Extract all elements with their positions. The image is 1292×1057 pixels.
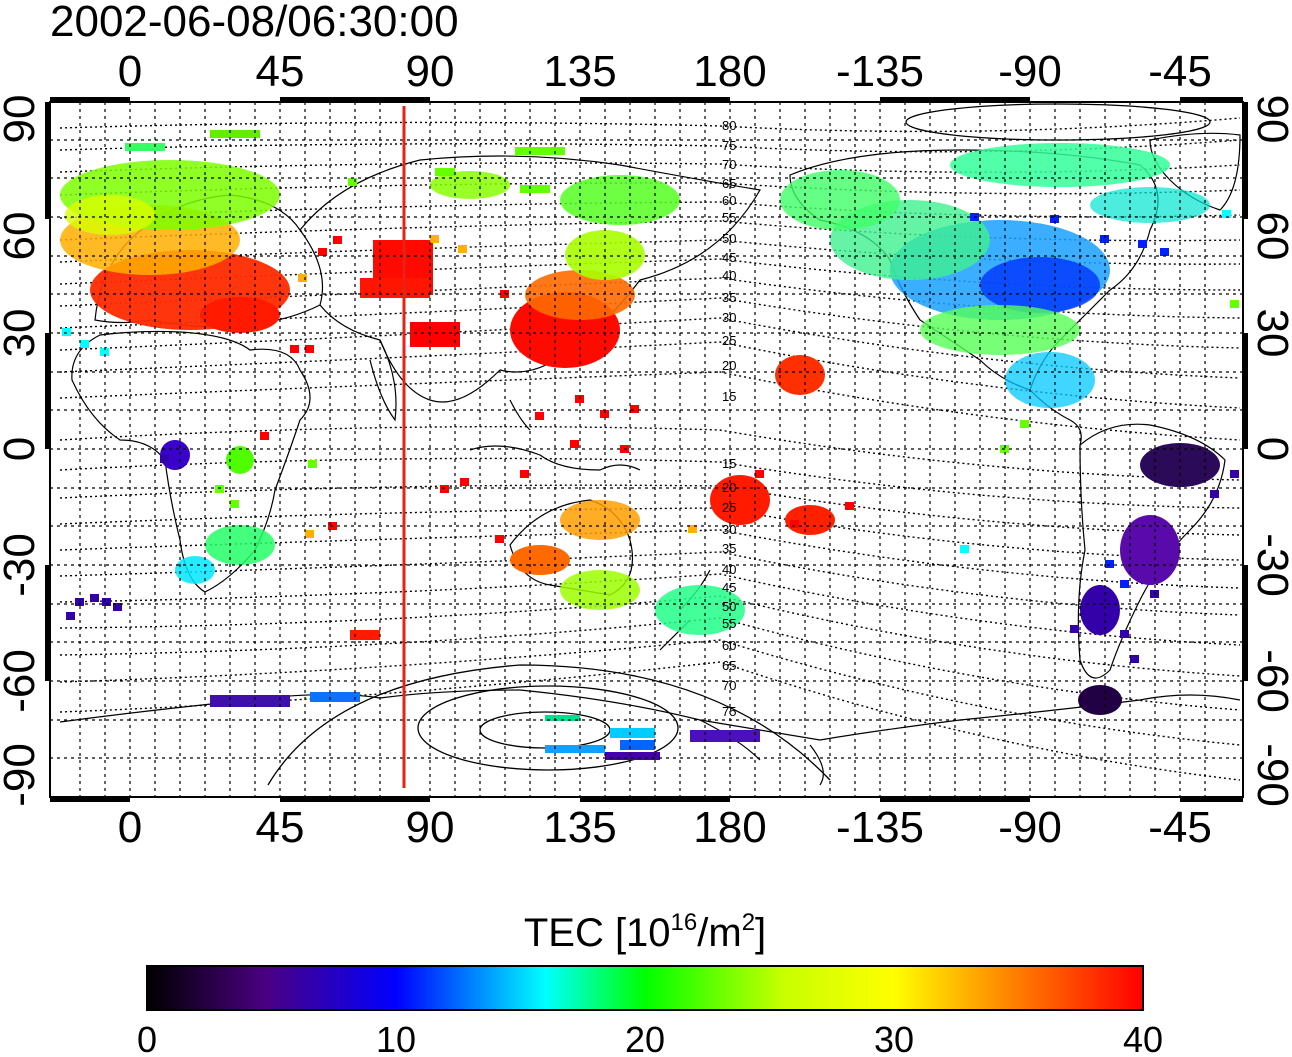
lon-tick-label-top: -90 bbox=[998, 47, 1062, 96]
lon-tick-label-bottom: 45 bbox=[256, 803, 305, 852]
contour-label: 60 bbox=[722, 193, 736, 208]
lon-tick-labels-top: 0 45 90 135 180 -135 -90 -45 bbox=[118, 47, 1212, 96]
contour-label: 50 bbox=[722, 231, 736, 246]
contour-label: 65 bbox=[722, 658, 736, 673]
colorbar-gradient bbox=[146, 965, 1144, 1011]
lon-tick-label-top: 180 bbox=[693, 47, 766, 96]
contour-label: 65 bbox=[722, 176, 736, 191]
lon-tick-label-bottom: 180 bbox=[693, 803, 766, 852]
contour-label: 45 bbox=[722, 580, 736, 595]
lon-tick-labels-bottom: 0 45 90 135 180 -135 -90 -45 bbox=[118, 803, 1212, 852]
colorbar-tick-label: 20 bbox=[625, 1019, 665, 1057]
lat-grid-lines bbox=[50, 139, 1243, 759]
lat-tick-label-left: 90 bbox=[0, 95, 44, 144]
contour-label: 75 bbox=[722, 704, 736, 719]
lon-tick-label-top: 90 bbox=[406, 47, 455, 96]
contour-label: 25 bbox=[722, 333, 736, 348]
contour-label: 20 bbox=[722, 480, 736, 495]
contour-label: 30 bbox=[722, 310, 736, 325]
colorbar-tick-label: 30 bbox=[874, 1019, 914, 1057]
contour-label: 15 bbox=[722, 456, 736, 471]
contour-label: 70 bbox=[722, 157, 736, 172]
colorbar-tick-label: 0 bbox=[137, 1019, 157, 1057]
lat-tick-label-left: -60 bbox=[0, 649, 44, 713]
colorbar-title: TEC [1016/m2] bbox=[524, 909, 766, 955]
lat-tick-labels-left: 90 60 30 0 -30 -60 -90 bbox=[0, 95, 44, 807]
south-contour-labels: 15 20 25 30 35 40 45 50 55 60 65 70 75 bbox=[722, 456, 736, 719]
lat-tick-label-right: 60 bbox=[1248, 212, 1292, 261]
lon-tick-label-top: -45 bbox=[1148, 47, 1212, 96]
contour-label: 15 bbox=[722, 389, 736, 404]
lon-tick-label-top: 135 bbox=[543, 47, 616, 96]
lat-tick-label-right: -30 bbox=[1248, 533, 1292, 597]
colorbar: TEC [1016/m2] 0 10 20 30 40 bbox=[137, 909, 1163, 1057]
lon-tick-label-top: 45 bbox=[256, 47, 305, 96]
contour-label: 55 bbox=[722, 210, 736, 225]
contour-label: 35 bbox=[722, 541, 736, 556]
colorbar-tick-labels: 0 10 20 30 40 bbox=[137, 1019, 1163, 1057]
north-contour-labels: 80 75 70 65 60 55 50 45 40 35 30 25 20 15 bbox=[722, 118, 736, 404]
colorbar-tick-label: 10 bbox=[376, 1019, 416, 1057]
contour-label: 35 bbox=[722, 290, 736, 305]
lat-tick-label-left: 60 bbox=[0, 212, 44, 261]
contour-label: 60 bbox=[722, 638, 736, 653]
contour-label: 25 bbox=[722, 500, 736, 515]
lon-tick-label-bottom: -135 bbox=[836, 803, 924, 852]
contour-label: 70 bbox=[722, 678, 736, 693]
lon-tick-label-bottom: 0 bbox=[118, 803, 142, 852]
lat-tick-label-left: 30 bbox=[0, 309, 44, 358]
lon-tick-label-bottom: 90 bbox=[406, 803, 455, 852]
contour-label: 45 bbox=[722, 250, 736, 265]
lat-tick-label-right: 90 bbox=[1248, 95, 1292, 144]
lat-tick-label-left: 0 bbox=[0, 437, 44, 461]
lat-tick-label-right: 0 bbox=[1248, 437, 1292, 461]
contour-label: 80 bbox=[722, 118, 736, 133]
lon-tick-label-bottom: -45 bbox=[1148, 803, 1212, 852]
contour-label: 20 bbox=[722, 358, 736, 373]
colorbar-tick-label: 40 bbox=[1123, 1019, 1163, 1057]
contour-label: 30 bbox=[722, 522, 736, 537]
contour-label: 50 bbox=[722, 599, 736, 614]
lat-tick-label-right: -60 bbox=[1248, 649, 1292, 713]
contour-label: 40 bbox=[722, 268, 736, 283]
lon-tick-label-bottom: 135 bbox=[543, 803, 616, 852]
lat-tick-labels-right: 90 60 30 0 -30 -60 -90 bbox=[1248, 95, 1292, 807]
contour-label: 75 bbox=[722, 138, 736, 153]
lon-tick-label-top: 0 bbox=[118, 47, 142, 96]
map-edge-bars bbox=[45, 97, 1248, 802]
contour-label: 40 bbox=[722, 562, 736, 577]
lat-tick-label-right: -90 bbox=[1248, 743, 1292, 807]
contour-label: 55 bbox=[722, 616, 736, 631]
lat-tick-label-left: -30 bbox=[0, 533, 44, 597]
lon-tick-label-bottom: -90 bbox=[998, 803, 1062, 852]
lat-tick-label-right: 30 bbox=[1248, 309, 1292, 358]
timestamp-title: 2002-06-08/06:30:00 bbox=[50, 0, 459, 46]
lon-tick-label-top: -135 bbox=[836, 47, 924, 96]
lat-tick-label-left: -90 bbox=[0, 743, 44, 807]
map-panel: 80 75 70 65 60 55 50 45 40 35 30 25 20 15 15 20 25 30 35 4… bbox=[0, 47, 1292, 852]
